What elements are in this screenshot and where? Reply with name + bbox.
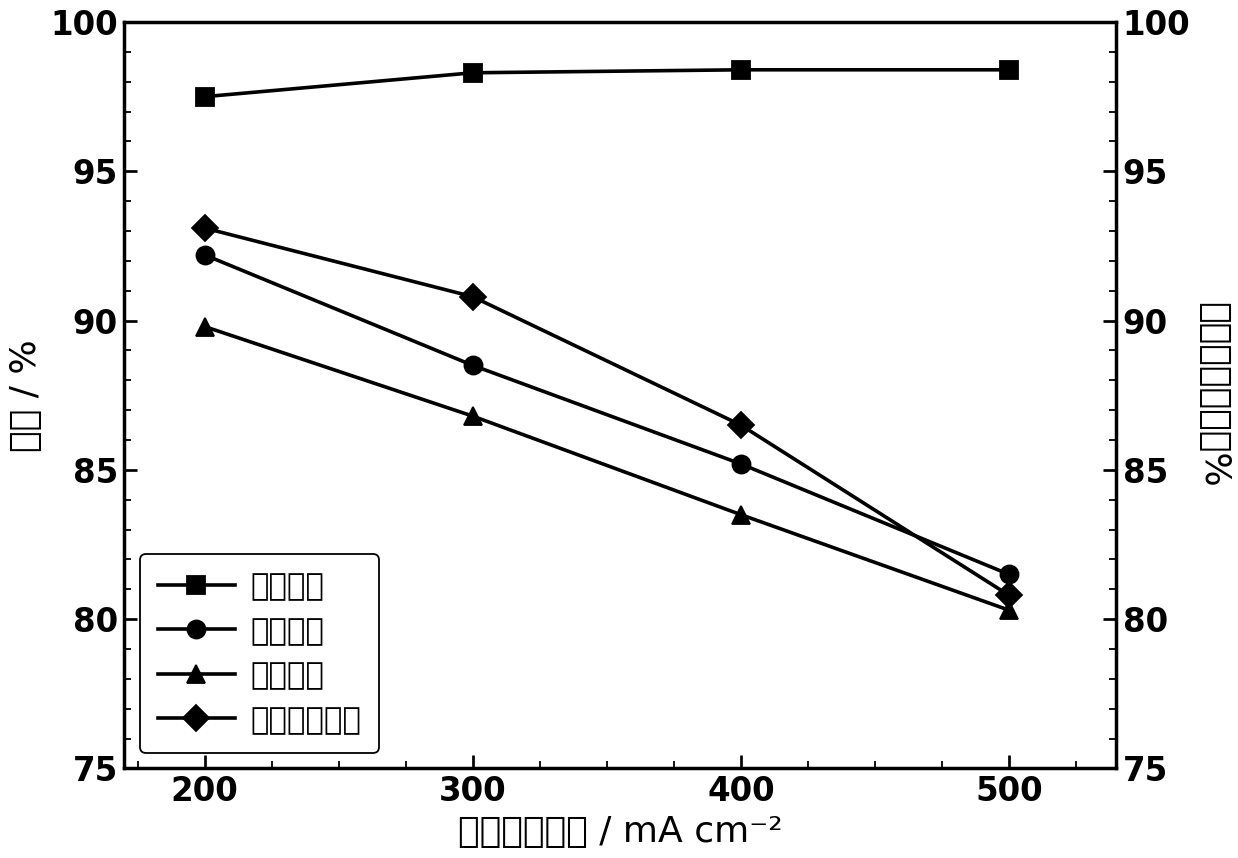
Legend: 库伦效率, 电压效率, 能量效率, 电解液利用率: 库伦效率, 电压效率, 能量效率, 电解液利用率 — [140, 554, 379, 753]
Y-axis label: 效率 / %: 效率 / % — [9, 339, 43, 451]
电解液利用率 — [197, 223, 212, 233]
Y-axis label: 电解液利用率／%: 电解液利用率／% — [1195, 302, 1229, 488]
电压效率 — [1000, 569, 1015, 579]
X-axis label: 运行电流密度 / mA cm⁻²: 运行电流密度 / mA cm⁻² — [458, 815, 782, 849]
库伦效率 — [733, 64, 748, 75]
电解液利用率 — [465, 292, 480, 302]
能量效率 — [1000, 605, 1015, 615]
库伦效率 — [465, 68, 480, 78]
Line: 能量效率: 能量效率 — [196, 317, 1018, 619]
库伦效率 — [197, 92, 212, 102]
Line: 库伦效率: 库伦效率 — [196, 61, 1018, 106]
Line: 电压效率: 电压效率 — [196, 246, 1018, 583]
Line: 电解液利用率: 电解液利用率 — [196, 219, 1018, 604]
电压效率 — [733, 459, 748, 469]
能量效率 — [733, 510, 748, 520]
能量效率 — [465, 411, 480, 421]
电解液利用率 — [1000, 590, 1015, 601]
库伦效率 — [1000, 64, 1015, 75]
电压效率 — [465, 360, 480, 371]
电压效率 — [197, 250, 212, 260]
电解液利用率 — [733, 420, 748, 430]
能量效率 — [197, 322, 212, 332]
